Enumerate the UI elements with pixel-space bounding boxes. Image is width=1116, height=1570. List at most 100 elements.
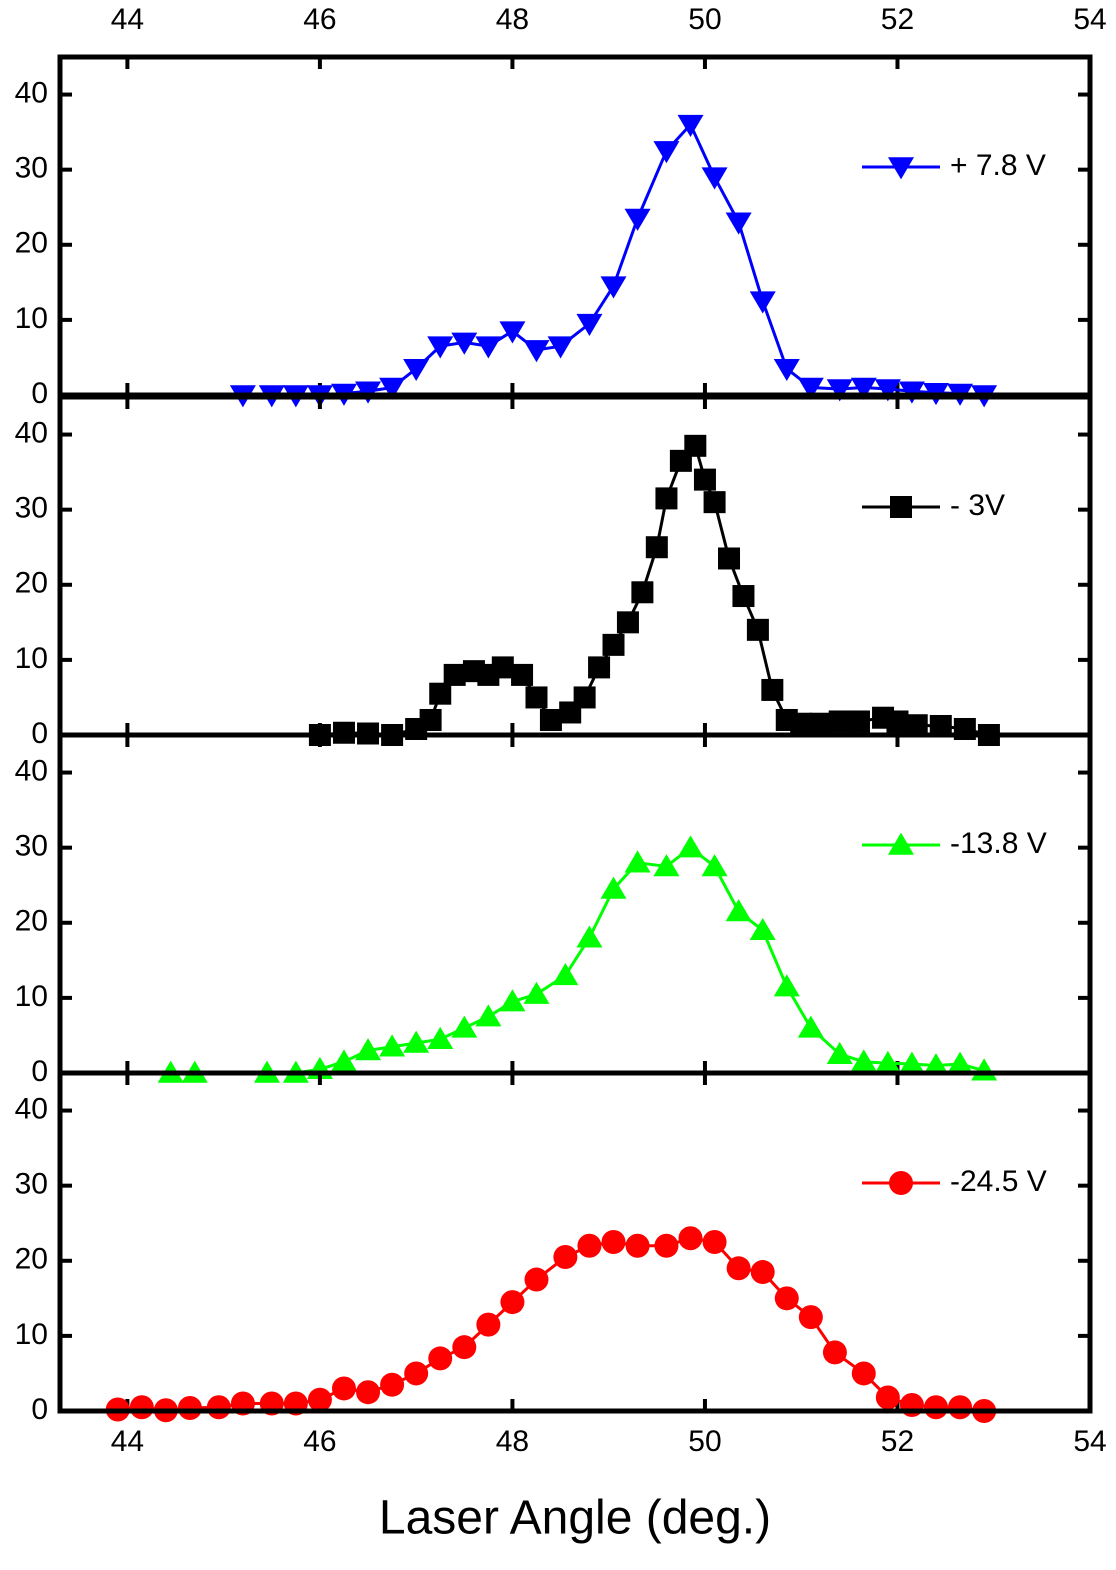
- x-tick-label: 44: [111, 3, 144, 36]
- data-point: [677, 835, 704, 858]
- x-axis-label: Laser Angle (deg.): [379, 1492, 771, 1545]
- data-point: [654, 1233, 679, 1258]
- y-tick-label: 40: [15, 1092, 48, 1125]
- y-tick-label: 40: [15, 76, 48, 109]
- data-point: [602, 633, 625, 656]
- data-point: [703, 491, 726, 514]
- legend-label: - 3V: [950, 489, 1005, 522]
- series-line: [117, 1236, 985, 1413]
- data-point: [828, 710, 851, 733]
- legend-marker: [889, 1171, 913, 1195]
- data-point: [451, 1015, 478, 1038]
- data-point: [809, 712, 832, 735]
- data-point: [684, 434, 707, 457]
- data-point: [625, 1233, 650, 1258]
- y-tick-label: 30: [15, 492, 48, 525]
- data-point: [718, 547, 741, 570]
- data-point: [874, 1050, 901, 1073]
- data-point: [523, 340, 550, 363]
- y-tick-label: 10: [15, 1318, 48, 1351]
- data-point: [850, 377, 877, 400]
- data-point: [653, 141, 680, 164]
- legend-marker: [888, 157, 914, 180]
- y-tick-label: 20: [15, 905, 48, 938]
- data-point: [677, 114, 704, 137]
- data-point: [331, 1376, 356, 1401]
- legend-marker: [890, 496, 912, 518]
- data-point: [588, 656, 611, 679]
- y-tick-label: 30: [15, 830, 48, 863]
- data-point: [499, 989, 526, 1012]
- data-point: [746, 618, 769, 641]
- data-point: [601, 1230, 626, 1254]
- data-point: [539, 708, 562, 731]
- y-tick-label: 40: [15, 416, 48, 449]
- data-point: [774, 1286, 799, 1311]
- data-point: [886, 710, 909, 733]
- data-point: [491, 656, 514, 679]
- y-tick-label: 40: [15, 754, 48, 787]
- data-point: [750, 1260, 775, 1285]
- y-tick-label: 20: [15, 227, 48, 260]
- data-point: [948, 1395, 973, 1420]
- x-tick-label: 54: [1073, 3, 1106, 36]
- data-point: [923, 1395, 948, 1420]
- data-point: [206, 1395, 231, 1420]
- data-point: [798, 1305, 823, 1330]
- data-point: [552, 963, 579, 986]
- data-point: [525, 686, 548, 709]
- data-point: [929, 714, 952, 737]
- y-tick-label: 10: [15, 302, 48, 335]
- data-point: [576, 925, 603, 948]
- data-point: [500, 1290, 525, 1315]
- data-point: [129, 1395, 154, 1420]
- plot-frame: [57, 54, 1093, 398]
- data-point: [631, 581, 654, 604]
- data-point: [499, 321, 526, 344]
- data-point: [645, 536, 668, 559]
- data-point: [624, 208, 651, 231]
- data-point: [653, 854, 680, 877]
- y-tick-label: 20: [15, 1243, 48, 1276]
- y-tick-label: 30: [15, 152, 48, 185]
- data-point: [702, 1230, 727, 1254]
- data-point: [797, 1015, 824, 1038]
- data-point: [624, 850, 651, 873]
- data-point: [379, 1034, 406, 1057]
- series-line: [242, 121, 985, 397]
- data-point: [826, 379, 853, 402]
- data-point: [379, 377, 406, 400]
- data-point: [726, 1256, 751, 1281]
- y-tick-label: 0: [31, 1393, 48, 1426]
- data-point: [475, 336, 502, 359]
- data-point: [847, 710, 870, 733]
- data-point: [947, 1051, 974, 1074]
- data-point: [419, 708, 442, 731]
- data-point: [511, 663, 534, 686]
- data-point: [898, 1051, 925, 1074]
- y-tick-label: 0: [31, 1055, 48, 1088]
- data-point: [553, 1245, 578, 1270]
- x-tick-label: 48: [496, 3, 529, 36]
- data-point: [380, 1372, 405, 1397]
- data-point: [761, 678, 784, 701]
- x-tick-label: 48: [496, 1425, 529, 1458]
- data-point: [655, 487, 678, 510]
- legend-label: -24.5 V: [950, 1165, 1047, 1198]
- data-point: [577, 1233, 602, 1258]
- data-point: [922, 1053, 949, 1076]
- data-point: [547, 336, 574, 359]
- data-point: [573, 686, 596, 709]
- x-tick-label: 52: [881, 3, 914, 36]
- y-tick-label: 30: [15, 1168, 48, 1201]
- data-point: [524, 1267, 549, 1292]
- data-point: [725, 899, 752, 922]
- data-point: [427, 1026, 454, 1049]
- data-point: [826, 1041, 853, 1064]
- data-point: [693, 468, 716, 491]
- y-tick-label: 20: [15, 567, 48, 600]
- data-point: [905, 714, 928, 737]
- data-point: [725, 212, 752, 235]
